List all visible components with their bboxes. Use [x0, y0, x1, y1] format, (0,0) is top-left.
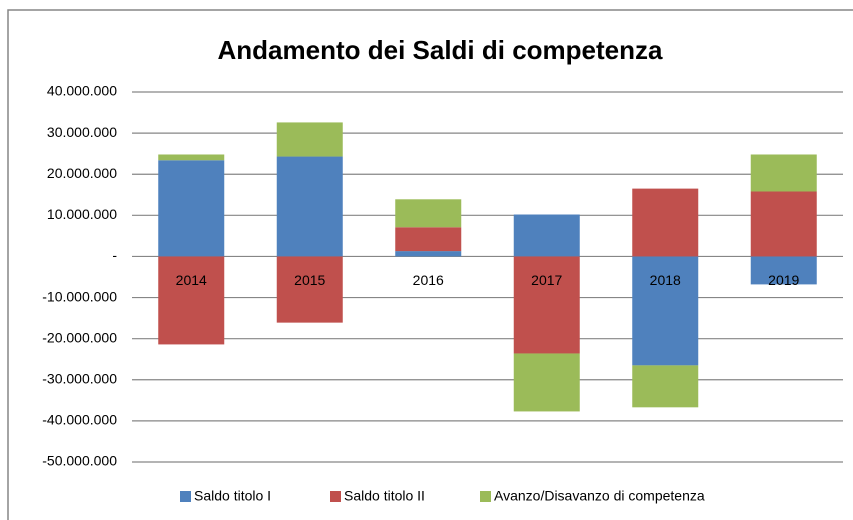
y-tick-label: 10.000.000	[47, 206, 117, 222]
x-tick-label: 2016	[413, 272, 444, 288]
y-tick-label: -40.000.000	[42, 412, 117, 428]
legend-swatch	[330, 491, 341, 502]
bar-segment	[395, 251, 462, 257]
bar-segment	[158, 154, 225, 161]
bar-segment	[513, 256, 580, 354]
x-tick-label: 2019	[768, 272, 799, 288]
chart-frame	[7, 9, 853, 520]
bar-segment	[513, 214, 580, 257]
bar-segment	[158, 256, 225, 345]
legend-swatch	[480, 491, 491, 502]
x-tick-label: 2018	[650, 272, 681, 288]
bar-segment	[276, 156, 343, 257]
x-tick-label: 2015	[294, 272, 325, 288]
y-tick-label: 40.000.000	[47, 83, 117, 99]
bar-segment	[632, 188, 699, 257]
y-tick-label: -	[112, 247, 117, 263]
y-tick-label: 20.000.000	[47, 165, 117, 181]
legend-label: Avanzo/Disavanzo di competenza	[494, 488, 705, 504]
bar-segment	[276, 122, 343, 157]
x-tick-label: 2014	[176, 272, 207, 288]
legend-swatch	[180, 491, 191, 502]
bar-segment	[513, 353, 580, 412]
y-tick-label: -10.000.000	[42, 288, 117, 304]
x-tick-label: 2017	[531, 272, 562, 288]
y-tick-label: -30.000.000	[42, 370, 117, 386]
y-tick-label: -20.000.000	[42, 329, 117, 345]
bar-segment	[750, 154, 817, 192]
bar-segment	[632, 365, 699, 408]
bar-segment	[395, 227, 462, 252]
y-tick-label: 30.000.000	[47, 124, 117, 140]
legend-label: Saldo titolo II	[344, 488, 425, 504]
bar-segment	[750, 191, 817, 257]
bar-segment	[750, 256, 817, 285]
bar-segment	[158, 160, 225, 257]
bar-segment	[632, 256, 699, 366]
bar-segment	[276, 256, 343, 323]
chart-title: Andamento dei Saldi di competenza	[218, 35, 663, 65]
bar-segment	[395, 199, 462, 228]
y-tick-label: -50.000.000	[42, 453, 117, 469]
legend-label: Saldo titolo I	[194, 488, 271, 504]
